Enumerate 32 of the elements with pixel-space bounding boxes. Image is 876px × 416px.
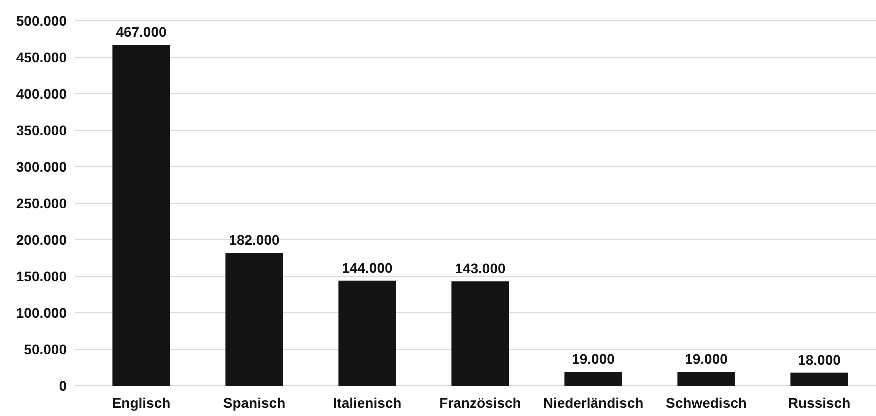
x-tick-label: Spanisch bbox=[223, 395, 286, 411]
bar bbox=[790, 372, 848, 386]
data-label: 144.000 bbox=[342, 260, 394, 276]
y-tick-label: 50.000 bbox=[24, 341, 68, 358]
data-label: 19.000 bbox=[685, 351, 728, 368]
y-tick-label: 200.000 bbox=[16, 232, 68, 248]
data-label: 143.000 bbox=[455, 260, 506, 277]
y-tick-label: 0 bbox=[59, 378, 68, 394]
x-tick-label: Englisch bbox=[112, 395, 171, 411]
x-tick-label: Niederländisch bbox=[543, 395, 644, 411]
data-label: 18.000 bbox=[798, 352, 842, 368]
bar bbox=[338, 280, 396, 386]
data-label: 19.000 bbox=[572, 351, 616, 368]
bar bbox=[678, 372, 736, 386]
y-tick-label: 300.000 bbox=[16, 158, 68, 175]
data-label: 467.000 bbox=[116, 24, 168, 40]
bar bbox=[112, 45, 170, 386]
y-tick-label: 100.000 bbox=[16, 304, 68, 321]
bar bbox=[564, 372, 622, 386]
data-label: 182.000 bbox=[229, 232, 280, 248]
y-tick-label: 400.000 bbox=[16, 86, 68, 102]
y-tick-label: 150.000 bbox=[16, 268, 68, 284]
x-tick-label: Französisch bbox=[440, 395, 522, 411]
y-tick-label: 450.000 bbox=[16, 49, 68, 66]
x-tick-label: Russisch bbox=[788, 395, 851, 411]
y-tick-label: 350.000 bbox=[16, 122, 68, 138]
x-tick-label: Schwedisch bbox=[666, 395, 747, 411]
y-tick-label: 500.000 bbox=[16, 12, 68, 29]
y-tick-label: 250.000 bbox=[16, 195, 68, 212]
bar bbox=[226, 253, 284, 386]
x-tick-label: Italienisch bbox=[333, 395, 402, 411]
bar bbox=[452, 282, 510, 386]
